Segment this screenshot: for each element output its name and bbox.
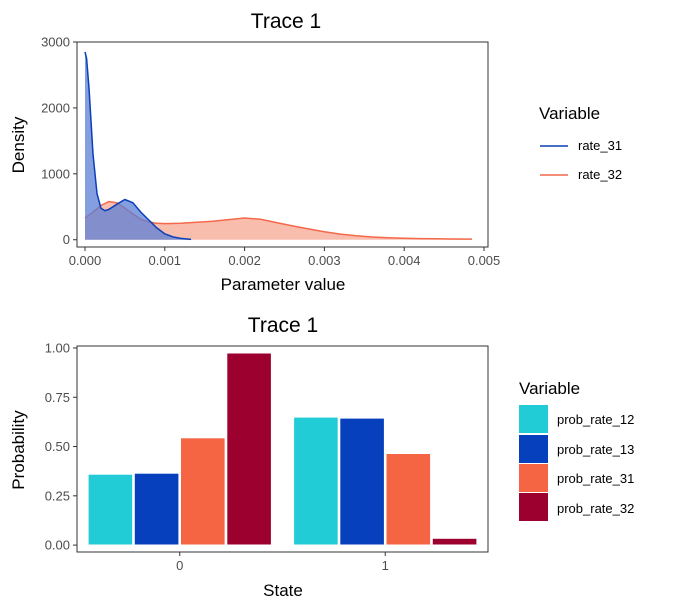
legend-label-rate-31: rate_31	[578, 138, 622, 153]
density-x-tick-label: 0.001	[149, 253, 182, 268]
density-area-rate-31	[85, 51, 192, 240]
bar-y-tick-label: 0.00	[45, 538, 70, 553]
bar-y-tick-label: 0.50	[45, 439, 70, 454]
density-legend-title: Variable	[539, 104, 600, 123]
bar-prob-rate-12-state-1	[292, 416, 339, 546]
bar-chart-title: Trace 1	[248, 314, 318, 337]
bar-prob-rate-32-state-0	[226, 352, 273, 546]
density-x-tick-label: 0.002	[228, 253, 261, 268]
density-x-tick-label: 0.005	[468, 253, 501, 268]
density-legend: Variable rate_31 rate_32	[539, 104, 622, 182]
bar-prob-rate-12-state-0	[87, 473, 134, 546]
density-area-rate-32	[85, 201, 472, 240]
bar-prob-rate-31-state-0	[179, 437, 226, 546]
bar-legend-title: Variable	[519, 379, 580, 398]
density-chart-title: Trace 1	[251, 10, 321, 33]
bar-x-tick-label: 0	[176, 558, 183, 573]
legend-key-prob-rate-13	[519, 435, 548, 463]
bar-prob-rate-31-state-1	[385, 452, 432, 546]
bar-y-tick-label: 1.00	[45, 340, 70, 355]
bar-prob-rate-13-state-0	[133, 472, 180, 546]
bar-plot-panel	[76, 345, 489, 553]
density-y-tick-label: 2000	[41, 100, 70, 115]
legend-label-prob-rate-32: prob_rate_32	[557, 501, 634, 516]
density-y-tick-label: 3000	[41, 35, 70, 50]
density-y-tick-label: 0	[63, 232, 70, 247]
legend-label-prob-rate-31: prob_rate_31	[557, 471, 634, 486]
density-x-tick-label: 0.000	[69, 253, 102, 268]
density-chart: Trace 1 0.000 0.001 0.002 0.003 0.004 0.005 0…	[9, 10, 622, 294]
bar-prob-rate-32-state-1	[431, 537, 478, 546]
density-plot-panel	[76, 41, 489, 248]
bar-x-tick-label: 1	[382, 558, 389, 573]
density-x-axis-title: Parameter value	[221, 275, 346, 294]
density-x-axis: 0.000 0.001 0.002 0.003 0.004 0.005	[69, 247, 501, 268]
density-y-axis: 0 1000 2000 3000	[41, 35, 77, 247]
bar-y-axis-title: Probability	[9, 410, 28, 490]
density-x-tick-label: 0.003	[308, 253, 341, 268]
legend-key-prob-rate-32	[519, 493, 548, 521]
bar-marks	[87, 352, 478, 546]
bar-y-tick-label: 0.25	[45, 488, 70, 503]
density-y-tick-label: 1000	[41, 166, 70, 181]
bar-y-tick-label: 0.75	[45, 390, 70, 405]
bar-legend: Variable prob_rate_12 prob_rate_13 prob_…	[519, 379, 634, 521]
legend-label-rate-32: rate_32	[578, 167, 622, 182]
legend-key-prob-rate-12	[519, 405, 548, 433]
legend-label-prob-rate-12: prob_rate_12	[557, 412, 634, 427]
density-y-axis-title: Density	[9, 116, 28, 173]
bar-y-axis: 0.00 0.25 0.50 0.75 1.00	[45, 340, 77, 553]
bar-x-axis-title: State	[263, 581, 303, 600]
density-areas	[84, 51, 473, 241]
legend-key-prob-rate-31	[519, 464, 548, 492]
density-x-tick-label: 0.004	[388, 253, 421, 268]
legend-label-prob-rate-13: prob_rate_13	[557, 442, 634, 457]
density-line-rate-31	[84, 51, 192, 241]
bar-prob-rate-13-state-1	[339, 417, 386, 546]
